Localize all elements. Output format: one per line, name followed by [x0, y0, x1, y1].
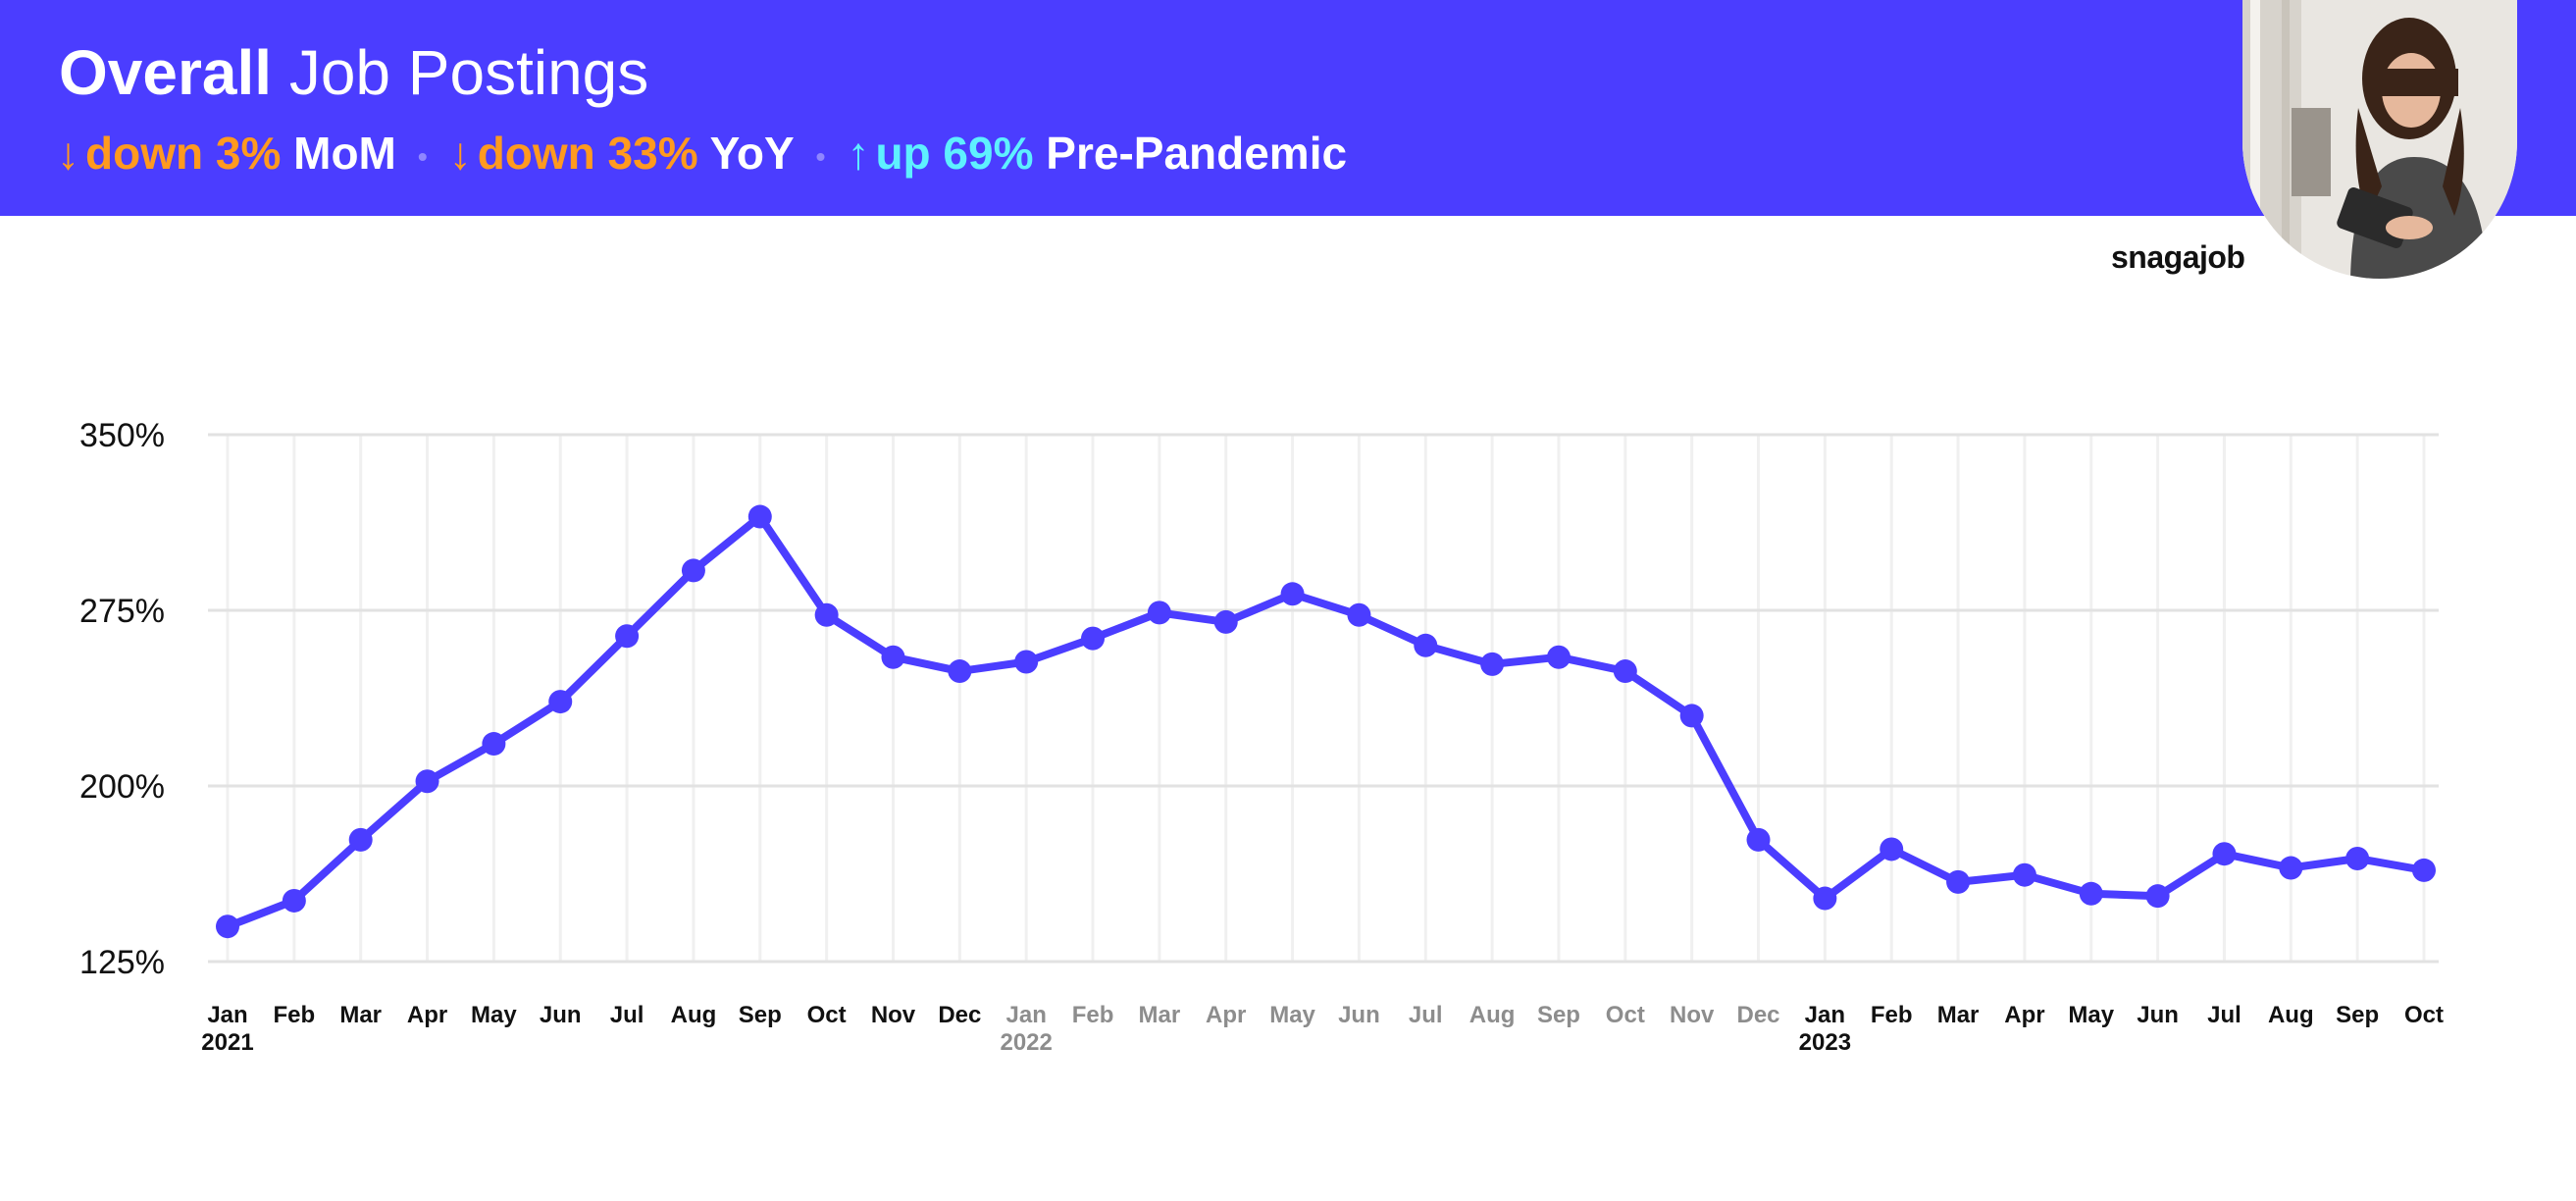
data-point — [681, 558, 705, 583]
x-tick-label: Oct — [807, 1002, 847, 1028]
data-point — [615, 624, 640, 649]
data-point — [881, 645, 905, 669]
down-arrow-icon: ↓ — [448, 128, 472, 179]
stat-mom-value: down 3% — [85, 128, 282, 179]
data-point — [1813, 886, 1837, 911]
stats-row: ↓ down 3% MoM • ↓ down 33% YoY • ↑ up 69% P… — [57, 122, 1347, 188]
x-tick-label: Feb — [274, 1002, 316, 1028]
data-point — [814, 602, 839, 627]
x-tick-label: Sep — [1537, 1002, 1580, 1028]
y-tick-label: 200% — [79, 768, 165, 806]
person-photo — [2242, 0, 2517, 279]
x-tick-label: Nov — [871, 1002, 916, 1028]
data-point — [1746, 827, 1771, 852]
x-tick-label: Oct — [1606, 1002, 1645, 1028]
x-tick-label: Jul — [610, 1002, 644, 1028]
data-point — [415, 769, 439, 794]
x-tick-label: Sep — [2336, 1002, 2379, 1028]
x-tick-label: Dec — [938, 1002, 981, 1028]
data-point — [1347, 602, 1371, 627]
data-point — [1414, 633, 1438, 657]
stat-pre-pandemic-label: Pre-Pandemic — [1046, 128, 1348, 179]
snagajob-logo: snagajob — [2111, 239, 2245, 275]
person-illustration-icon — [2242, 0, 2517, 279]
x-tick-label: Jan — [1006, 1002, 1047, 1028]
data-point — [1014, 650, 1039, 674]
stat-pre-pandemic-value: up 69% — [875, 128, 1034, 179]
data-point — [1280, 582, 1305, 606]
x-tick-label: Jul — [1409, 1002, 1443, 1028]
x-tick-label: Jun — [1338, 1002, 1380, 1028]
y-tick-label: 275% — [79, 593, 165, 630]
x-tick-label: Nov — [1670, 1002, 1715, 1028]
data-point — [348, 827, 373, 852]
data-point — [2279, 856, 2303, 880]
stat-pre-pandemic: ↑ up 69% Pre-Pandemic — [847, 122, 1347, 184]
data-point — [1679, 704, 1704, 728]
x-tick-label: Aug — [1469, 1002, 1516, 1028]
x-tick-label: Jan — [207, 1002, 247, 1028]
x-tick-label: May — [1269, 1002, 1315, 1028]
stat-mom-label: MoM — [293, 128, 396, 179]
data-point — [216, 914, 239, 939]
stat-yoy-label: YoY — [709, 128, 795, 179]
x-tick-label: Apr — [1206, 1002, 1246, 1028]
page-title: Overall Job Postings — [59, 35, 648, 110]
x-tick-label: Apr — [407, 1002, 447, 1028]
data-point — [482, 732, 506, 757]
x-tick-label: Feb — [1072, 1002, 1114, 1028]
up-arrow-icon: ↑ — [847, 128, 870, 179]
x-tick-label: Aug — [2268, 1002, 2314, 1028]
data-point — [1546, 645, 1571, 669]
x-tick-label: Jul — [2207, 1002, 2241, 1028]
data-point — [2345, 846, 2370, 870]
data-point — [2212, 842, 2237, 866]
title-bold: Overall — [59, 37, 273, 108]
x-year-label: 2021 — [201, 1029, 253, 1056]
x-tick-label: Aug — [671, 1002, 717, 1028]
data-point — [1081, 626, 1106, 651]
x-tick-label: Mar — [1139, 1002, 1181, 1028]
data-point — [2412, 858, 2436, 882]
title-light: Job Postings — [288, 37, 649, 108]
down-arrow-icon: ↓ — [57, 128, 79, 179]
x-tick-label: May — [471, 1002, 517, 1028]
x-year-label: 2023 — [1799, 1029, 1851, 1056]
x-tick-label: Mar — [1937, 1002, 1980, 1028]
series-line — [224, 512, 2428, 931]
x-tick-label: Dec — [1736, 1002, 1779, 1028]
data-point — [2079, 881, 2103, 906]
y-tick-label: 350% — [79, 417, 165, 454]
x-year-label: 2022 — [1000, 1029, 1052, 1056]
separator-dot: • — [815, 140, 826, 172]
stat-yoy-value: down 33% — [477, 128, 698, 179]
x-tick-label: Apr — [2004, 1002, 2044, 1028]
data-point — [1480, 652, 1505, 676]
x-tick-label: Oct — [2404, 1002, 2444, 1028]
data-point — [1613, 659, 1637, 684]
x-tick-label: May — [2068, 1002, 2114, 1028]
separator-dot: • — [417, 140, 428, 172]
x-tick-label: Jan — [1805, 1002, 1845, 1028]
data-point — [2012, 862, 2036, 887]
x-tick-label: Mar — [339, 1002, 382, 1028]
header-banner: Overall Job Postings ↓ down 3% MoM • ↓ dow… — [0, 0, 2576, 216]
data-point — [948, 659, 972, 684]
data-point — [1213, 609, 1238, 634]
x-tick-label: Jun — [540, 1002, 582, 1028]
x-tick-label: Jun — [2137, 1002, 2179, 1028]
x-tick-label: Feb — [1871, 1002, 1913, 1028]
x-tick-label: Sep — [739, 1002, 782, 1028]
data-point — [548, 690, 573, 714]
data-point — [747, 504, 772, 529]
data-point — [282, 888, 306, 913]
data-point — [2145, 884, 2170, 909]
stat-yoy: ↓ down 33% YoY — [449, 122, 795, 184]
y-tick-label: 125% — [79, 944, 165, 981]
data-point — [1147, 600, 1171, 625]
data-point — [1946, 869, 1971, 894]
data-point — [1880, 837, 1904, 862]
stat-mom: ↓ down 3% MoM — [57, 122, 396, 184]
